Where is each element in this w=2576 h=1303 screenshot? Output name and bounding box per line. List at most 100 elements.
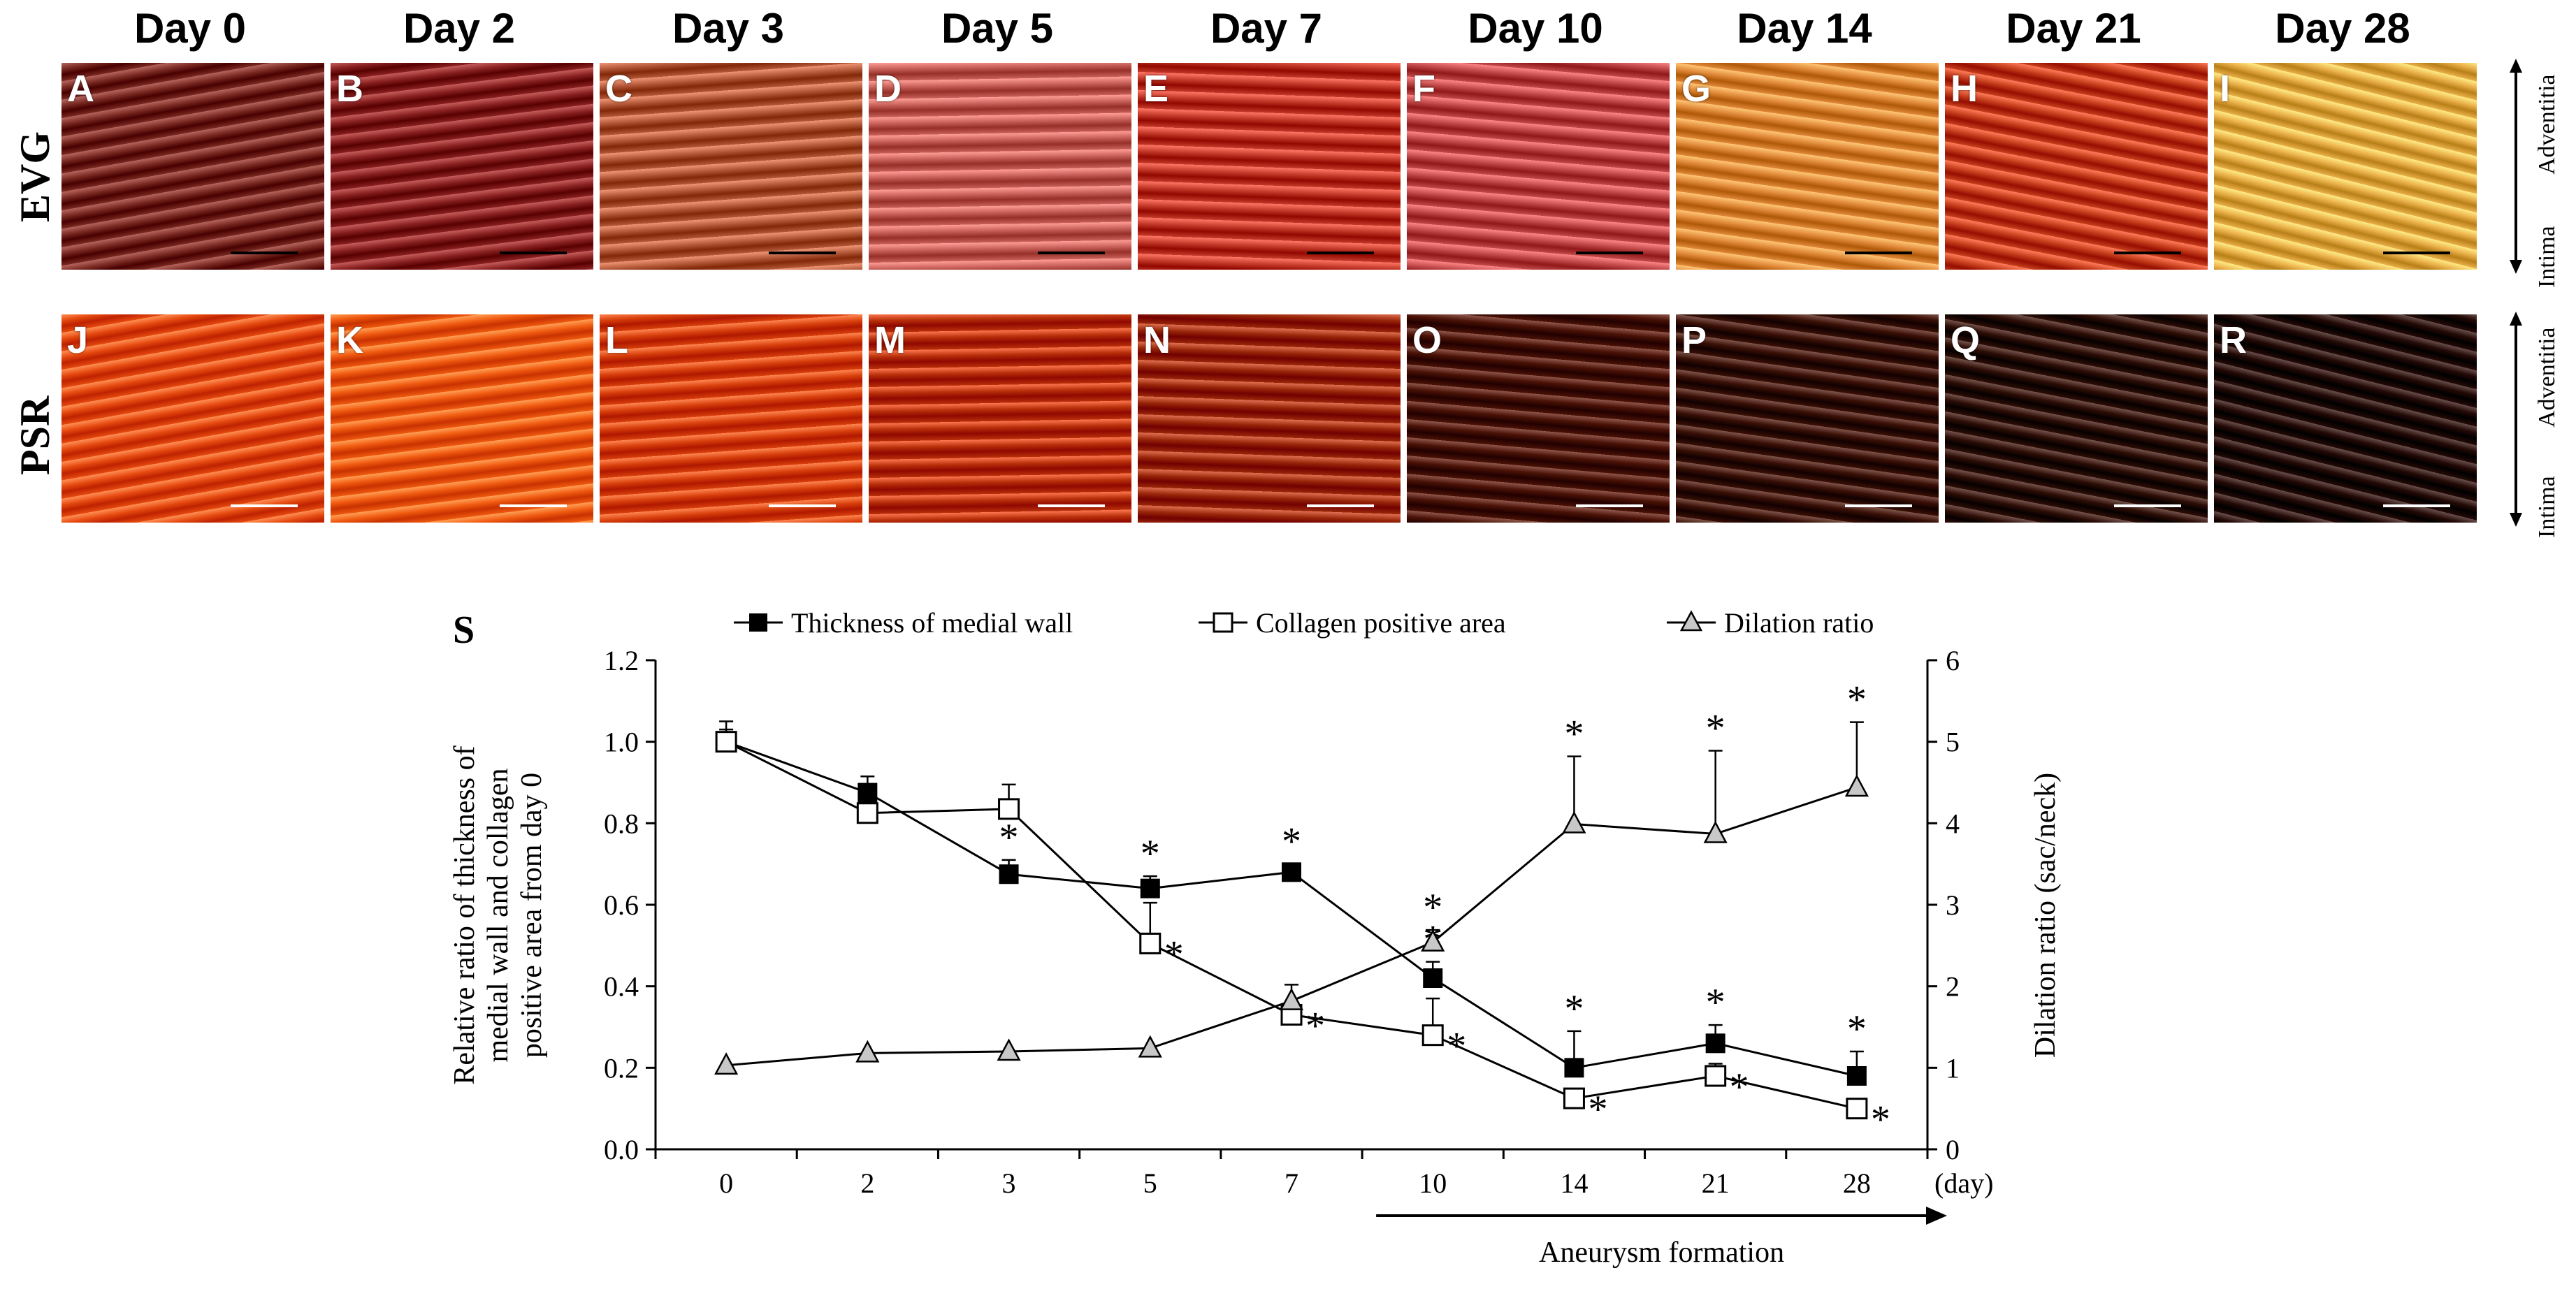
scale-bar [1576,252,1643,254]
scale-bar [231,504,298,507]
evg-panel-a: A [61,63,324,270]
panel-letter: A [67,68,94,110]
evg-panel-h: H [1945,63,2208,270]
day-header-2: Day 3 [672,5,785,52]
significance-asterisk: * [1706,707,1725,750]
day-header-1: Day 2 [403,5,516,52]
data-point [1282,862,1301,882]
day-header-4: Day 7 [1210,5,1323,52]
panel-letter: G [1681,68,1712,110]
data-point [997,1038,1021,1061]
panel-letter: O [1412,319,1442,361]
legend: Thickness of medial wall Collagen positiv… [734,607,1874,639]
panel-letter: R [2220,319,2247,361]
evg-label-adventitia: Adventitia [2534,74,2560,175]
scale-bar [500,504,567,507]
significance-asterisk: * [1730,1065,1749,1109]
x-tick-label: 14 [1560,1167,1588,1199]
significance-asterisk: * [1706,981,1725,1024]
scale-bar [1038,252,1105,254]
y-tick-label-right: 4 [1946,808,1960,839]
data-point [1705,1065,1727,1087]
y-tick-label-right: 3 [1946,889,1960,921]
panel-letter: M [874,319,906,361]
evg-arrow-head-down [2510,260,2522,274]
scale-bar [2383,504,2450,507]
x-tick-label: 10 [1419,1167,1447,1199]
psr-panel-p: P [1676,314,1939,523]
psr-panel-l: L [600,314,862,523]
x-tick-label: 21 [1702,1167,1730,1199]
scale-bar [1307,504,1374,507]
x-unit-label: (day) [1934,1167,1993,1199]
y-tick-label-left: 0.4 [604,971,639,1003]
y-tick-label-left: 0.8 [604,808,639,839]
data-point [1846,1098,1868,1120]
evg-panel-c: C [600,63,862,270]
orientation-arrows [2510,59,2522,527]
aneurysm-arrow-head [1926,1207,1947,1225]
day-header-8: Day 28 [2275,5,2410,52]
evg-panel-g: G [1676,63,1939,270]
significance-asterisk: * [1564,713,1584,756]
y-tick-label-left: 0.2 [604,1052,639,1084]
evg-panel-b: B [331,63,593,270]
scale-bar [2114,504,2181,507]
significance-asterisk: * [1423,886,1442,929]
evg-panel-f: F [1407,63,1670,270]
scale-bar [1845,504,1912,507]
significance-asterisk: * [1305,1005,1325,1048]
panel-letter: J [67,319,89,361]
y-tick-label-right: 6 [1946,645,1960,676]
panel-letter: E [1143,68,1169,110]
y-axis-label-left-line: positive area from day 0 [516,773,548,1058]
y-tick-label-right: 0 [1946,1134,1960,1165]
y-tick-label-right: 1 [1946,1052,1960,1084]
significance-asterisk: * [1847,678,1867,722]
psr-panel-n: N [1138,314,1401,523]
scale-bar [2383,252,2450,254]
data-point [1421,1024,1444,1047]
panel-letter: L [605,319,628,361]
panel-letter: P [1681,319,1707,361]
legend-label: Thickness of medial wall [791,607,1073,639]
x-tick-label: 5 [1143,1167,1157,1199]
y-tick-label-left: 1.2 [604,645,639,676]
data-point [1703,820,1728,843]
panel-letter: Q [1951,319,1981,361]
evg-panel-e: E [1138,63,1401,270]
evg-panel-d: D [869,63,1131,270]
psr-label-adventitia: Adventitia [2534,327,2560,428]
aneurysm-label: Aneurysm formation [1539,1237,1784,1269]
y-tick-label-right: 5 [1946,727,1960,758]
psr-panel-k: K [331,314,593,523]
scale-bar [500,252,567,254]
y-tick-label-left: 1.0 [604,727,639,758]
significance-asterisk: * [1564,987,1584,1031]
x-tick-label: 0 [719,1167,733,1199]
day-header-3: Day 5 [941,5,1054,52]
y-axis-label-left-line: medial wall and collagen [482,768,514,1062]
psr-arrow-head-down [2510,513,2522,527]
data-point [1564,1058,1584,1078]
x-tick-label: 28 [1843,1167,1871,1199]
significance-asterisk: * [1164,933,1184,976]
y-tick-label-right: 2 [1946,971,1960,1003]
chart-marks: ***************** [714,678,1890,1142]
series-line [725,741,1858,1077]
psr-label-intima: Intima [2534,476,2560,538]
scale-bar [1576,504,1643,507]
x-tick-label: 7 [1285,1167,1298,1199]
series-collagen-positive-area: ** **** [715,728,1890,1142]
row-label-psr: PSR [12,395,58,475]
data-point [999,864,1019,885]
y-axis-label-left-line: Relative ratio of thickness of [449,745,481,1084]
significance-asterisk: * [1282,820,1301,864]
data-point [1139,932,1162,954]
data-point [858,782,878,803]
y-tick-label-left: 0.6 [604,889,639,921]
data-point [715,731,737,753]
data-point [1562,810,1586,834]
psr-panel-m: M [869,314,1131,523]
data-point [1138,1035,1162,1058]
